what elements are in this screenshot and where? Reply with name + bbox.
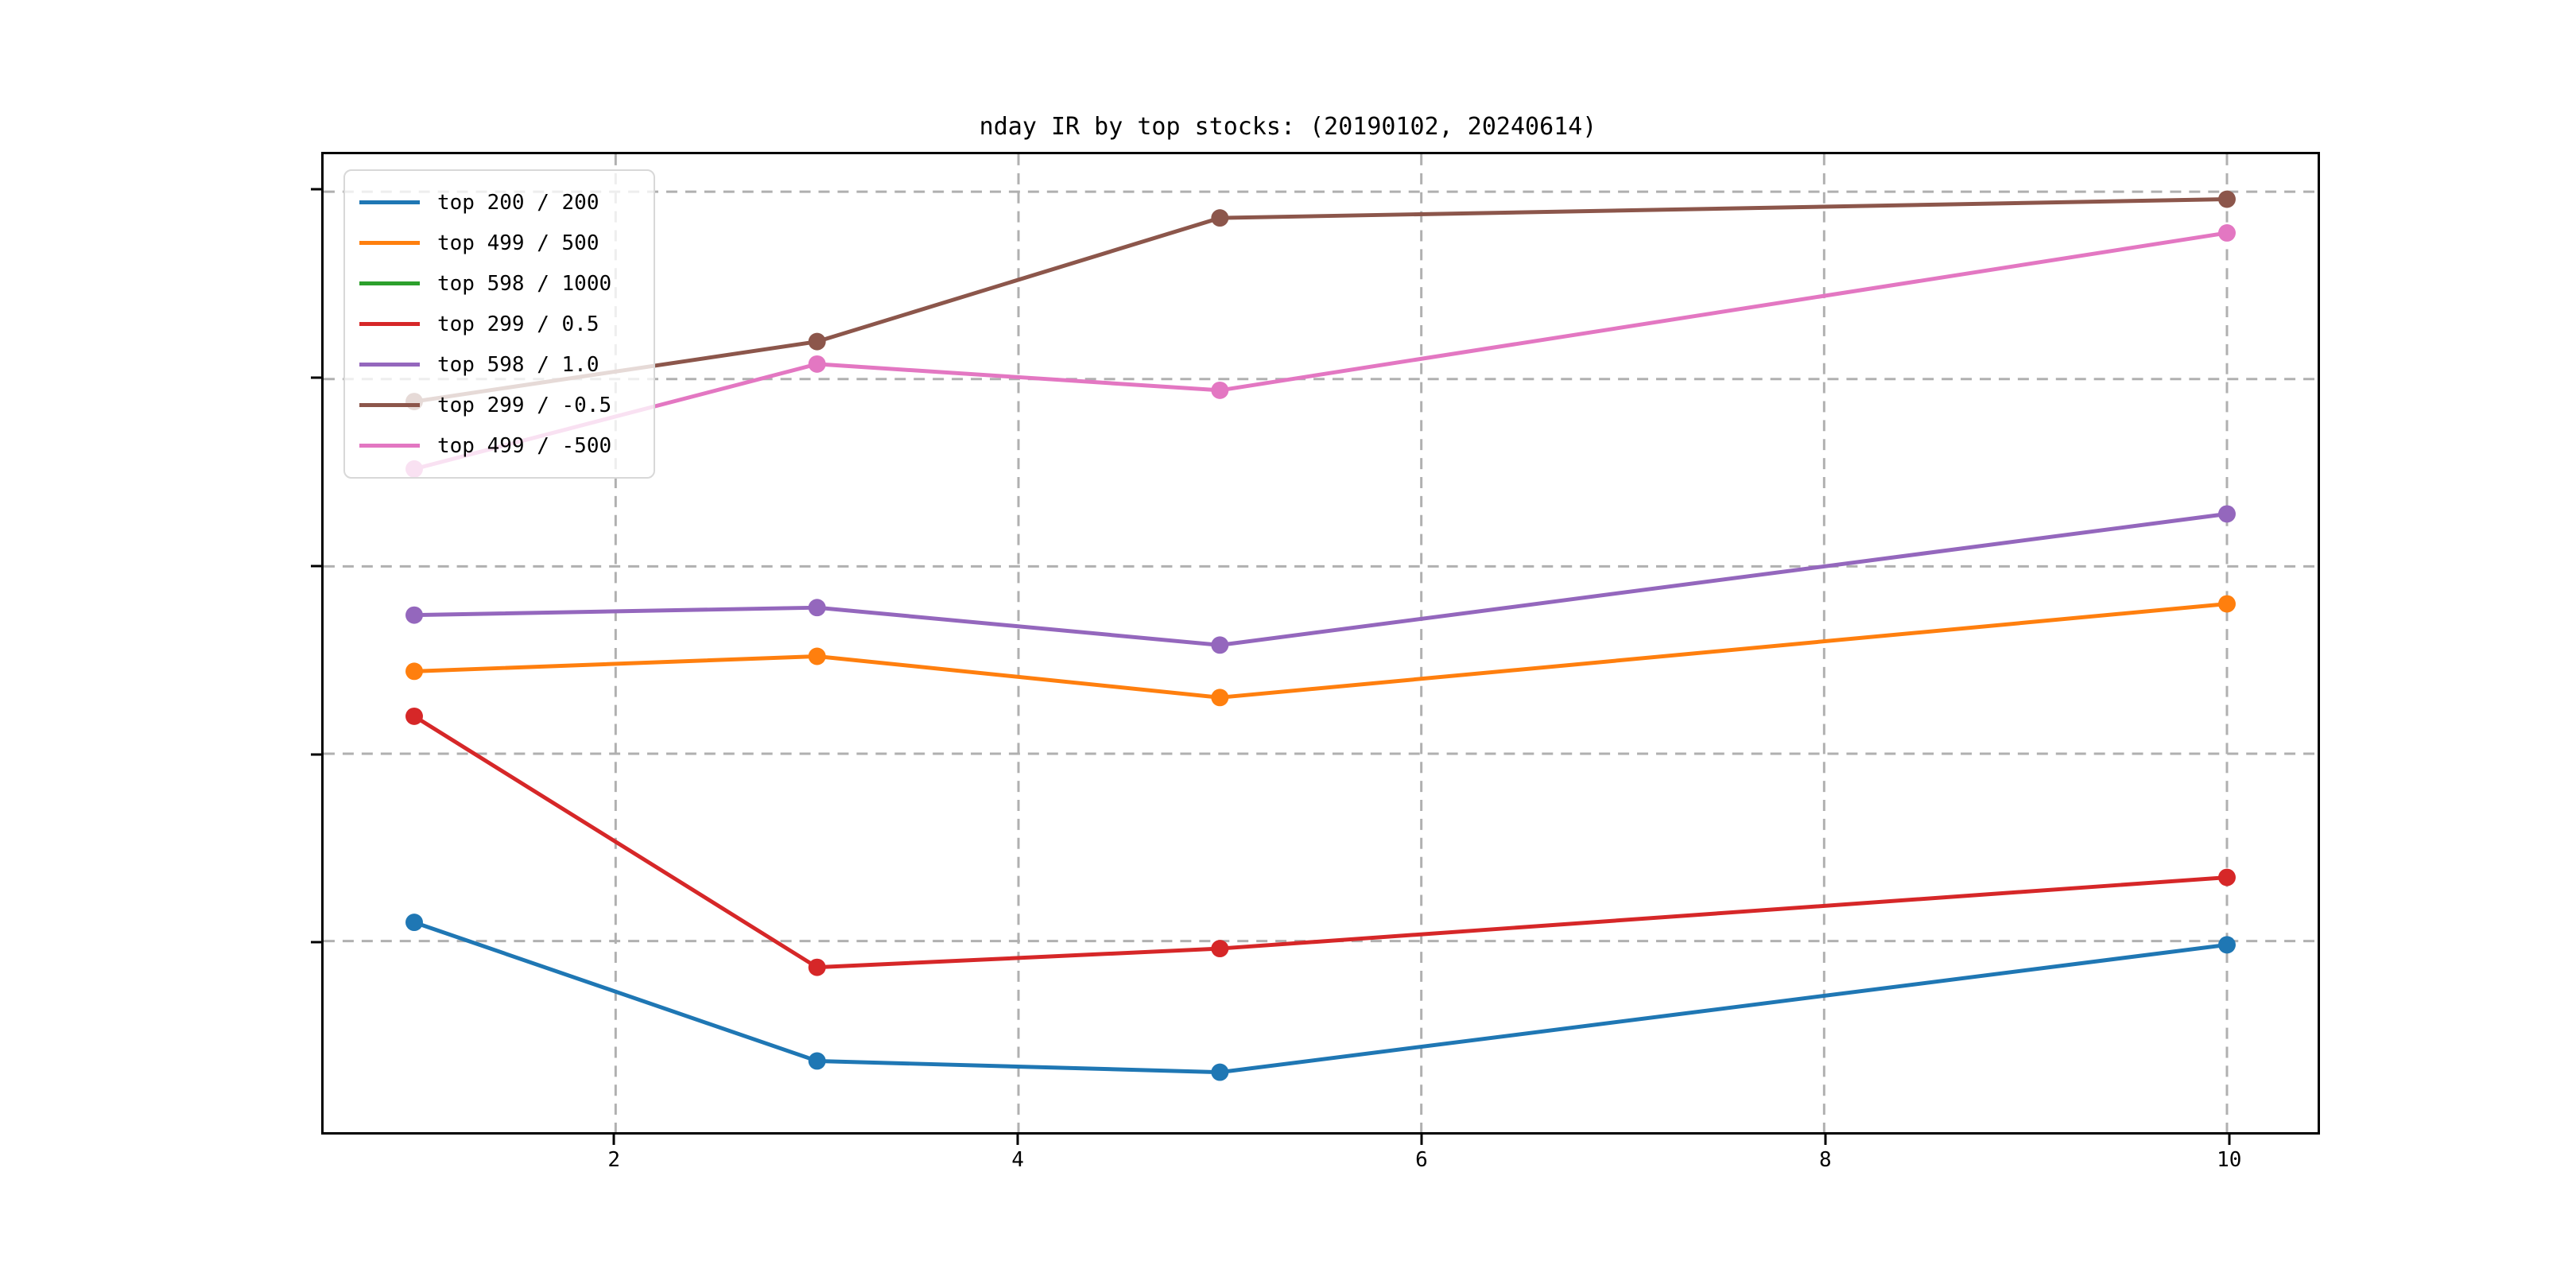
x-tick-mark [1016, 1135, 1019, 1145]
legend-label: top 200 / 200 [437, 190, 599, 215]
plot-area [321, 152, 2320, 1135]
y-tick-mark [311, 753, 321, 756]
series-line [412, 920, 2229, 1075]
legend-color-swatch [359, 241, 420, 245]
data-point-marker [808, 599, 826, 617]
data-point-marker [1211, 636, 1229, 654]
y-tick-mark [311, 376, 321, 379]
y-tick-mark [311, 941, 321, 944]
legend-color-swatch [359, 281, 420, 285]
x-tick-label: 2 [607, 1148, 621, 1172]
series-line [412, 231, 2229, 471]
data-point-marker [808, 647, 826, 665]
data-point-marker [808, 1052, 826, 1070]
data-point-marker [405, 914, 423, 932]
data-point-marker [2218, 505, 2236, 523]
series-line [412, 197, 2229, 404]
data-point-marker [1211, 940, 1229, 958]
x-tick-label: 8 [1819, 1148, 1832, 1172]
gridlines-horizontal [324, 190, 2318, 943]
x-tick-label: 4 [1011, 1148, 1024, 1172]
x-tick-mark [2228, 1135, 2231, 1145]
series-line [412, 511, 2229, 647]
data-point-marker [2218, 868, 2236, 886]
legend-entry[interactable]: top 299 / -0.5 [345, 385, 654, 425]
legend-label: top 499 / -500 [437, 433, 612, 458]
data-point-marker [2218, 224, 2236, 242]
legend-entry[interactable]: top 598 / 1.0 [345, 344, 654, 385]
x-tick-mark [612, 1135, 615, 1145]
legend-label: top 299 / -0.5 [437, 393, 612, 417]
legend-label: top 598 / 1000 [437, 271, 612, 296]
data-point-marker [2218, 595, 2236, 613]
x-tick-mark [1824, 1135, 1827, 1145]
series-line [412, 714, 2229, 970]
legend-entry[interactable]: top 299 / 0.5 [345, 304, 654, 344]
y-tick-mark [311, 564, 321, 568]
legend-label: top 598 / 1.0 [437, 352, 599, 377]
y-tick-mark [311, 188, 321, 191]
series-line [412, 602, 2229, 700]
data-point-marker [2218, 190, 2236, 208]
data-point-marker [1211, 381, 1229, 399]
legend-color-swatch [359, 363, 420, 367]
x-tick-mark [1420, 1135, 1423, 1145]
x-tick-label: 10 [2217, 1148, 2242, 1172]
chart-legend[interactable]: top 200 / 200 top 499 / 500 top 598 / 1000… [343, 169, 655, 479]
data-point-marker [1211, 689, 1229, 707]
data-point-marker [1211, 209, 1229, 227]
page-title: nday IR by top stocks: (20190102, 202406… [979, 113, 1597, 141]
data-point-marker [405, 662, 423, 681]
data-point-marker [808, 355, 826, 373]
plot-svg [324, 154, 2318, 1132]
legend-entry[interactable]: top 499 / 500 [345, 223, 654, 263]
legend-entry[interactable]: top 200 / 200 [345, 182, 654, 223]
gridlines-vertical [614, 154, 2229, 1132]
legend-color-swatch [359, 444, 420, 448]
x-tick-label: 6 [1415, 1148, 1428, 1172]
legend-entry[interactable]: top 499 / -500 [345, 425, 654, 466]
legend-color-swatch [359, 403, 420, 407]
series-markers [405, 190, 2236, 1081]
legend-label: top 299 / 0.5 [437, 312, 599, 336]
data-point-marker [808, 958, 826, 976]
data-point-marker [808, 332, 826, 351]
legend-color-swatch [359, 322, 420, 326]
data-point-marker [405, 606, 423, 624]
legend-label: top 499 / 500 [437, 231, 599, 255]
legend-entry[interactable]: top 598 / 1000 [345, 263, 654, 304]
data-point-marker [2218, 936, 2236, 954]
data-point-marker [405, 707, 423, 725]
legend-color-swatch [359, 200, 420, 204]
data-point-marker [1211, 1063, 1229, 1081]
